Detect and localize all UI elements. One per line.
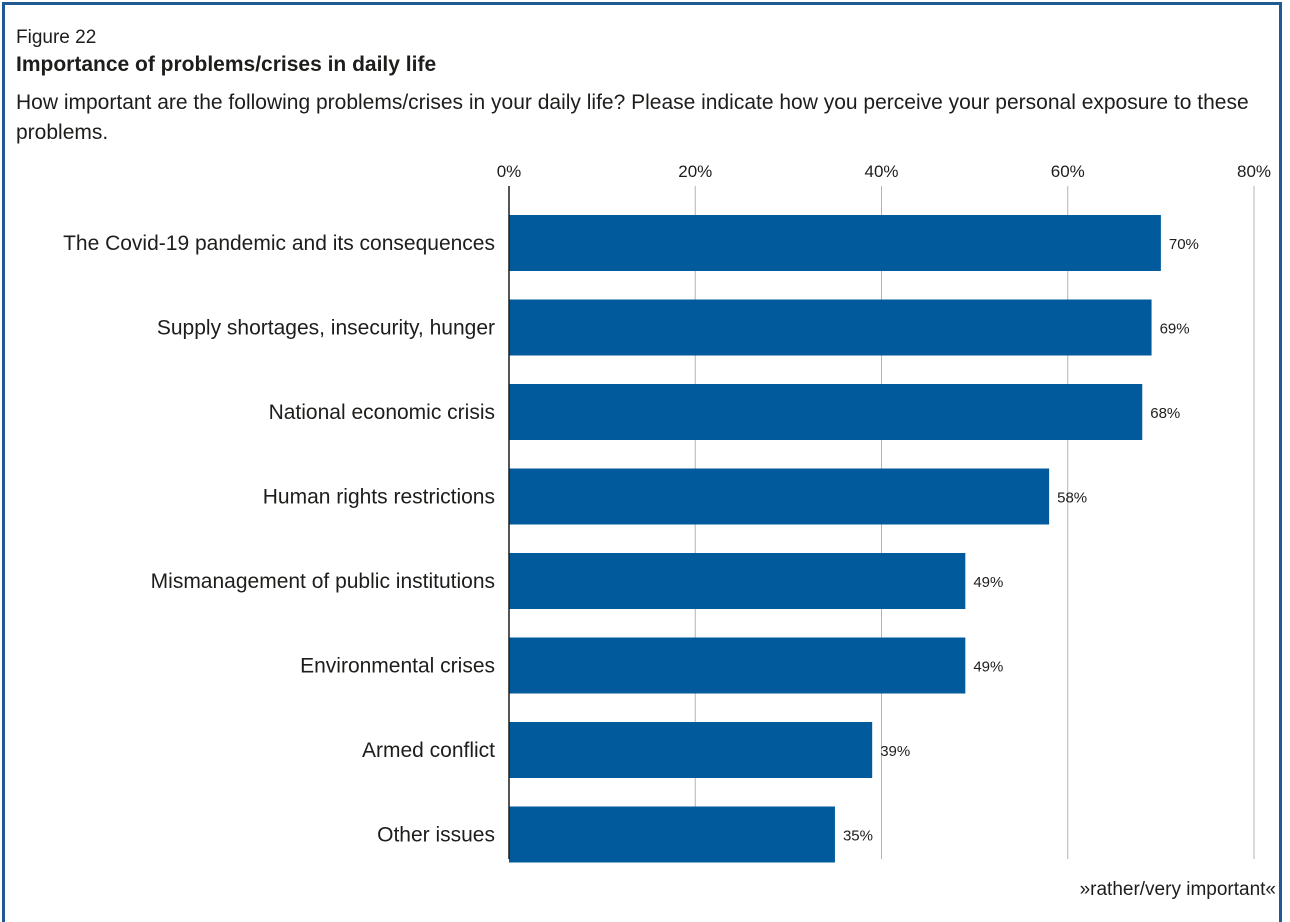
bar xyxy=(509,553,966,609)
data-label: 49% xyxy=(973,574,1003,591)
bar xyxy=(509,215,1161,271)
data-label: 49% xyxy=(973,659,1003,676)
bar xyxy=(509,468,1050,525)
bar xyxy=(509,722,873,778)
bar xyxy=(509,384,1143,440)
data-label: 70% xyxy=(1169,236,1199,253)
chart-subtitle: How important are the following problems… xyxy=(16,91,1249,144)
category-label: Environmental crises xyxy=(300,655,495,678)
x-tick-label: 0% xyxy=(497,162,522,181)
bar xyxy=(509,806,835,863)
data-label: 68% xyxy=(1150,405,1180,422)
x-tick-label: 60% xyxy=(1051,162,1085,181)
x-tick-label: 80% xyxy=(1237,162,1271,181)
category-label: Other issues xyxy=(377,824,495,847)
category-label: The Covid-19 pandemic and its consequenc… xyxy=(63,232,495,255)
category-label: Human rights restrictions xyxy=(263,486,495,509)
figure-label: Figure 22 xyxy=(16,27,97,48)
footnote: »rather/very important« xyxy=(1079,879,1276,900)
bar xyxy=(509,299,1152,356)
data-label: 39% xyxy=(880,743,910,760)
x-tick-label: 40% xyxy=(864,162,898,181)
category-label: Mismanagement of public institutions xyxy=(151,570,495,593)
category-label: National economic crisis xyxy=(269,401,495,424)
bar xyxy=(509,637,966,694)
data-label: 69% xyxy=(1160,321,1190,338)
x-tick-label: 20% xyxy=(678,162,712,181)
data-label: 58% xyxy=(1057,490,1087,507)
category-label: Armed conflict xyxy=(362,739,495,762)
data-label: 35% xyxy=(843,828,873,845)
chart-title: Importance of problems/crises in daily l… xyxy=(16,53,437,76)
category-label: Supply shortages, insecurity, hunger xyxy=(157,317,495,340)
